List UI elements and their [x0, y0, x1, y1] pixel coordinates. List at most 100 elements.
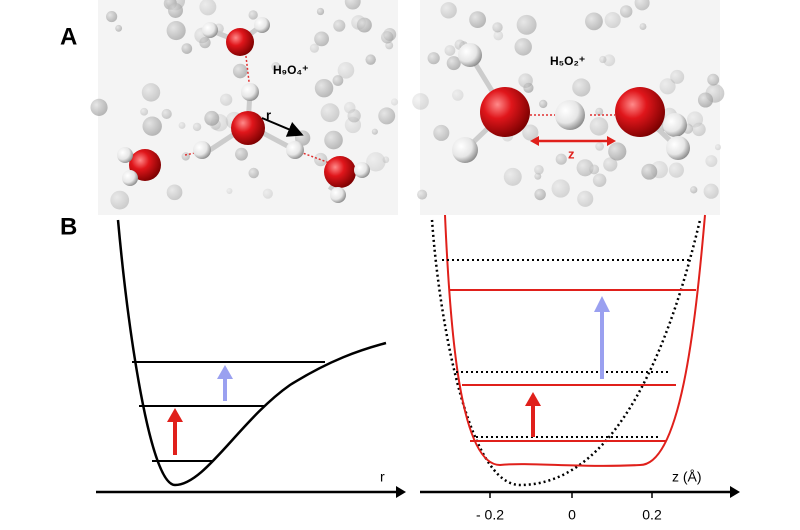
solvent-atom	[320, 103, 340, 123]
solvent-atom	[572, 78, 591, 97]
solvent-atom	[168, 2, 183, 18]
solvent-atom	[427, 52, 440, 65]
solvent-atom	[332, 75, 344, 86]
molecule-label: H₅O₂⁺	[550, 54, 585, 68]
transition-arrow-head	[525, 392, 541, 406]
potential-curve	[116, 219, 387, 487]
solvent-atom	[619, 5, 633, 18]
solvent-atom	[599, 55, 607, 64]
oxygen-atom	[226, 28, 254, 56]
solvent-atom	[714, 144, 722, 151]
hydrogen-atom	[254, 17, 270, 33]
oxygen-atom	[231, 111, 265, 145]
solvent-atom	[670, 69, 685, 84]
solvent-atom	[551, 179, 570, 198]
solvent-atom	[110, 190, 130, 210]
solvent-atom	[539, 99, 548, 109]
solvent-atom	[707, 73, 720, 86]
solvent-atom	[603, 157, 618, 172]
transition-arrow-head	[594, 296, 610, 312]
solvent-atom	[142, 116, 162, 136]
hydrogen-atom	[354, 162, 370, 178]
solvent-atom	[412, 93, 429, 110]
transition-arrow-head	[167, 408, 183, 422]
potential-curve	[430, 219, 702, 487]
potential-curve	[444, 214, 706, 467]
solvent-atom	[690, 186, 698, 194]
hydrogen-atom	[666, 136, 690, 160]
oxygen-atom	[480, 87, 530, 137]
solvent-atom	[271, 61, 281, 72]
coordinate-label: r	[266, 107, 271, 122]
solvent-atom	[514, 38, 532, 56]
solvent-atom	[199, 0, 217, 16]
solvent-atom	[235, 147, 248, 161]
solvent-atom	[603, 54, 616, 67]
hydrogen-atom	[452, 137, 478, 163]
tick-label: 0	[568, 507, 576, 523]
solvent-atom	[493, 30, 504, 41]
transition-arrow-head	[217, 365, 233, 379]
solvent-atom	[178, 122, 186, 129]
solvent-atom	[433, 124, 450, 141]
left-potential	[96, 219, 406, 498]
solvent-atom	[90, 98, 108, 116]
solvent-atom	[248, 167, 259, 179]
solvent-atom	[192, 122, 202, 132]
solvent-atom	[314, 78, 334, 98]
solvent-atom	[608, 142, 627, 161]
axis-arrow	[730, 486, 740, 498]
coordinate-label: z	[568, 146, 575, 161]
solvent-atom	[668, 162, 684, 178]
oxygen-atom	[129, 149, 161, 181]
solvent-atom	[226, 187, 233, 195]
solvent-atom	[181, 152, 190, 161]
hydrogen-atom	[202, 22, 218, 38]
solvent-atom	[309, 43, 319, 53]
panel-label: B	[60, 213, 77, 240]
coordinate-arrow	[530, 136, 616, 146]
hydrogen-atom	[117, 147, 133, 163]
solvent-atom	[659, 78, 676, 95]
right-potential	[420, 214, 740, 498]
solvent-atom	[469, 11, 487, 29]
axis-ticks: - 0.2 0 0.2	[476, 492, 662, 523]
hydrogen-atom	[241, 83, 259, 101]
molecules	[117, 17, 690, 203]
solvent-atom	[248, 10, 258, 20]
solvent-atom	[417, 189, 428, 200]
solvent-atom	[232, 63, 248, 79]
solvent-atom	[141, 83, 161, 102]
hydrogen-atom	[330, 187, 346, 203]
solvent-atom	[522, 124, 539, 141]
hydrogen-atom	[286, 141, 304, 159]
oxygen-atom	[615, 87, 665, 137]
axis-label: r	[380, 469, 385, 485]
solvent-atom	[440, 2, 457, 19]
solvent-atom	[555, 153, 567, 165]
solvent-atom	[365, 54, 376, 65]
solvent-atom	[220, 93, 233, 106]
solvent-atom	[324, 130, 343, 150]
solvent-atom	[371, 128, 378, 135]
solvent-atom	[344, 0, 361, 10]
solvent-atom	[316, 7, 325, 16]
molecule-label: H₉O₄⁺	[273, 63, 308, 77]
solvent-atom	[452, 89, 464, 101]
solvent-atom	[503, 167, 522, 186]
solvent-atom	[262, 188, 273, 199]
solvent-atom	[347, 109, 361, 123]
solvent-atom	[390, 98, 399, 106]
axis-arrow	[396, 486, 406, 498]
hydrogen-bond	[244, 47, 251, 91]
solvent-atom	[381, 31, 394, 44]
solvent-atom	[604, 11, 621, 29]
solvent-atom	[585, 12, 603, 31]
solvent-atom	[705, 155, 718, 168]
solvent-atom	[634, 0, 650, 11]
solvent-atom	[595, 107, 604, 116]
tick-label: - 0.2	[476, 507, 504, 523]
